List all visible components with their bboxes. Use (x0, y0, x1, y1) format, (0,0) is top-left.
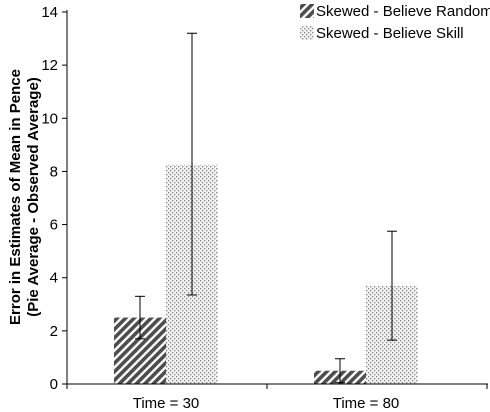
legend: Skewed - Believe Random Skewed - Believe… (300, 3, 490, 42)
y-tick-label: 6 (50, 217, 58, 234)
y-tick-label: 2 (50, 323, 58, 340)
x-category-label: Time = 30 (133, 395, 200, 412)
legend-swatch-believe-skill (300, 26, 314, 40)
y-tick-label: 4 (50, 270, 58, 287)
legend-label-believe-skill: Skewed - Believe Skill (316, 25, 464, 42)
y-axis-title-line-2: (Pie Average - Observed Average) (25, 77, 42, 317)
x-axis-labels: Time = 30 Time = 80 (133, 395, 400, 412)
bar-group (114, 164, 418, 384)
y-tick-label: 14 (41, 4, 58, 21)
y-axis-title: Error in Estimates of Mean in Pence (Pie… (7, 69, 42, 325)
y-tick-label: 12 (41, 57, 58, 74)
y-axis-ticks: 0 2 4 6 8 10 12 14 (41, 4, 67, 393)
y-tick-label: 8 (50, 163, 58, 180)
legend-label-believe-random: Skewed - Believe Random (316, 3, 490, 20)
x-category-label: Time = 80 (333, 395, 400, 412)
axes (66, 10, 488, 389)
y-tick-label: 10 (41, 110, 58, 127)
y-tick-label: 0 (50, 376, 58, 393)
legend-swatch-believe-random (300, 4, 314, 18)
y-axis-title-line-1: Error in Estimates of Mean in Pence (7, 69, 24, 325)
error-bars (135, 32, 397, 384)
